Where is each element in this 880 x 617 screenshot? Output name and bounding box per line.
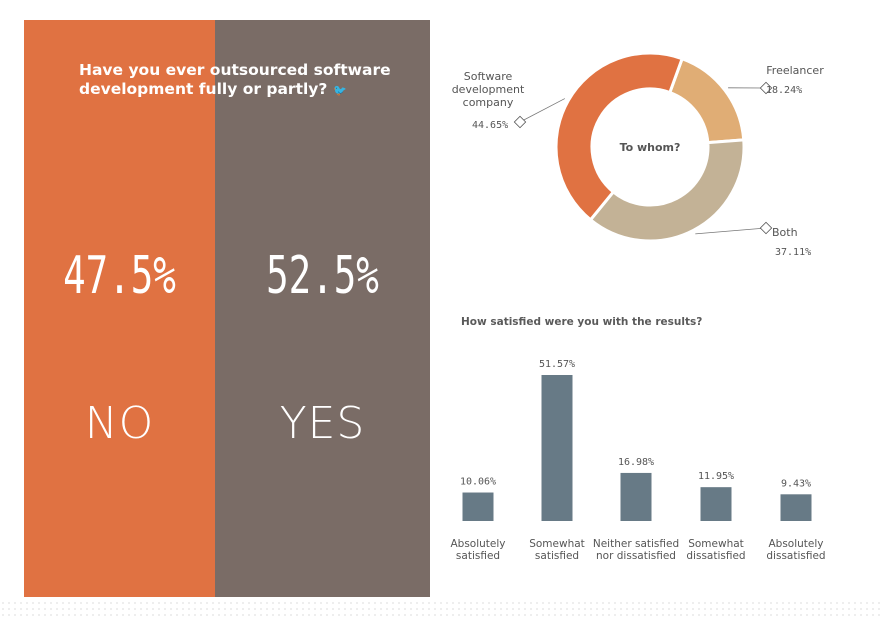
bar-category-label-2: Neither satisfied nor dissatisfied xyxy=(593,538,679,562)
donut-leader-2 xyxy=(519,98,566,123)
bar-2 xyxy=(620,472,652,521)
donut-slice-0 xyxy=(667,56,746,145)
no-label: NO xyxy=(84,398,155,449)
donut-marker-1 xyxy=(759,221,773,235)
donut-marker-0 xyxy=(759,81,773,95)
yes-label: YES xyxy=(279,398,366,449)
donut-value-2: 44.65% xyxy=(472,120,508,131)
bar-value-label-3: 11.95% xyxy=(698,471,734,482)
main-question-text: Have you ever outsourced software develo… xyxy=(79,61,391,98)
donut-label-2: Software development company xyxy=(452,70,525,109)
donut-leader-1 xyxy=(695,227,767,235)
donut-value-0: 18.24% xyxy=(766,85,802,96)
donut-label-0: Freelancer xyxy=(766,64,824,77)
no-percent: 47.5% xyxy=(63,246,176,306)
bar-value-label-2: 16.98% xyxy=(618,457,654,468)
bar-value-label-0: 10.06% xyxy=(460,477,496,488)
dotted-footer xyxy=(0,600,880,617)
bar-4 xyxy=(780,494,812,521)
donut-center-title: To whom? xyxy=(620,141,681,154)
no-panel xyxy=(24,20,215,597)
bar-value-label-1: 51.57% xyxy=(539,359,575,370)
bar-category-label-1: Somewhat satisfied xyxy=(529,538,585,562)
yes-panel xyxy=(215,20,430,597)
bar-category-label-4: Absolutely dissatisfied xyxy=(766,538,825,562)
bar-category-label-3: Somewhat dissatisfied xyxy=(686,538,745,562)
bar-chart-title: How satisfied were you with the results? xyxy=(461,316,702,328)
bar-0 xyxy=(462,492,494,521)
main-question: Have you ever outsourced software develo… xyxy=(79,61,409,100)
donut-slice-2 xyxy=(554,51,685,222)
bar-chart: How satisfied were you with the results?… xyxy=(450,316,825,562)
twitter-bird-icon[interactable]: 🐦 xyxy=(333,84,348,97)
bar-value-label-4: 9.43% xyxy=(781,478,811,489)
yes-percent: 52.5% xyxy=(266,246,379,306)
donut-label-1: Both xyxy=(772,226,798,239)
donut-value-1: 37.11% xyxy=(775,247,811,258)
bar-1 xyxy=(541,375,573,521)
bar-category-label-0: Absolutely satisfied xyxy=(450,538,505,562)
donut-marker-2 xyxy=(513,115,527,129)
bar-3 xyxy=(700,487,732,521)
donut-slice-1 xyxy=(588,138,746,243)
donut-chart: Freelancer 18.24% Both 37.11% Software develo… xyxy=(452,51,824,258)
